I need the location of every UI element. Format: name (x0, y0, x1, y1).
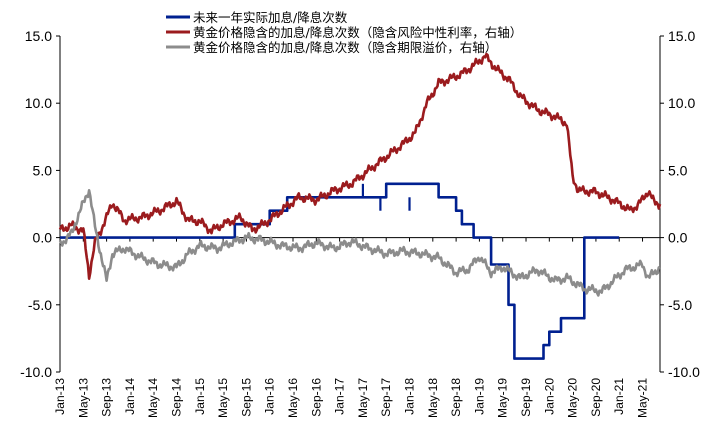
series-line-1 (60, 182, 620, 360)
y-tick-label-right: 10.0 (668, 95, 695, 111)
x-tick-label: May-15 (216, 378, 230, 418)
x-tick-label: May-21 (636, 378, 650, 418)
x-tick-label: May-19 (496, 378, 510, 418)
y-tick-label-left: 0.0 (33, 230, 53, 246)
x-tick-label: Sep-18 (449, 378, 463, 417)
x-tick-label: Sep-16 (309, 378, 323, 417)
x-tick-label: May-16 (286, 378, 300, 418)
y-tick-label-right: 15.0 (668, 28, 695, 44)
x-tick-label: Jan-20 (542, 378, 556, 415)
y-axis-right: 15.0 10.0 5.0 0.0 -5.0 -10.0 (659, 28, 700, 380)
y-axis-left: 15.0 10.0 5.0 0.0 -5.0 -10.0 (20, 28, 61, 380)
plot-area (58, 52, 662, 360)
x-tick-label: May-14 (146, 378, 160, 418)
x-tick-label: Jan-18 (403, 378, 417, 415)
x-tick-label: Jan-17 (333, 378, 347, 415)
y-tick-label-left: 15.0 (25, 28, 52, 44)
y-tick-label-right: -5.0 (668, 297, 692, 313)
x-tick-label: May-17 (356, 378, 370, 418)
legend-label-1: 未来一年实际加息/降息次数 (193, 10, 348, 25)
legend-label-3: 黄金价格隐含的加息/降息次数（隐含期限溢价，右轴） (193, 40, 497, 55)
y-tick-label-right: 0.0 (668, 230, 688, 246)
x-tick-label: May-13 (76, 378, 90, 418)
x-tick-label: May-18 (426, 378, 440, 418)
x-tick-label: Jan-15 (193, 378, 207, 415)
y-tick-label-right: 5.0 (668, 162, 688, 178)
x-tick-label: May-20 (566, 378, 580, 418)
y-tick-label-right: -10.0 (668, 364, 700, 380)
y-tick-label-left: -5.0 (28, 297, 52, 313)
x-tick-label: Sep-20 (589, 378, 603, 417)
x-tick-label: Jan-13 (53, 378, 67, 415)
y-tick-label-left: 5.0 (33, 162, 53, 178)
x-axis: Jan-13 May-13 Sep-13 Jan-14 May-14 Sep-14 Jan-… (53, 237, 660, 418)
x-tick-label: Jan-14 (123, 378, 137, 415)
legend: 未来一年实际加息/降息次数黄金价格隐含的加息/降息次数（隐含风险中性利率，右轴）… (166, 10, 522, 55)
x-tick-label: Sep-14 (170, 378, 184, 417)
y-tick-label-left: 10.0 (25, 95, 52, 111)
x-tick-label: Sep-15 (239, 378, 253, 417)
x-tick-label: Sep-13 (100, 378, 114, 417)
x-tick-label: Jan-21 (612, 378, 626, 415)
y-tick-label-left: -10.0 (20, 364, 52, 380)
series-line-3 (58, 189, 661, 297)
x-tick-label: Sep-19 (519, 378, 533, 417)
x-tick-label: Sep-17 (379, 378, 393, 417)
x-tick-label: Jan-19 (472, 378, 486, 415)
series-line-2 (58, 52, 662, 280)
legend-label-2: 黄金价格隐含的加息/降息次数（隐含风险中性利率，右轴） (193, 25, 522, 40)
x-tick-label: Jan-16 (263, 378, 277, 415)
